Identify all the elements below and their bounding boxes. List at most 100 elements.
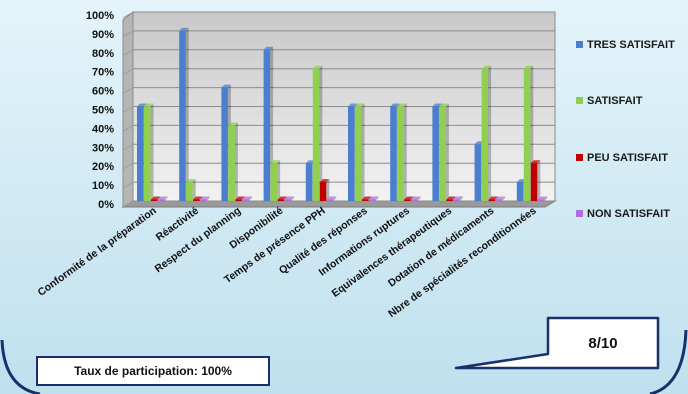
bar [193, 199, 200, 201]
bar-side [277, 160, 281, 201]
bar-top [530, 160, 541, 164]
bar [411, 199, 418, 201]
bar [326, 199, 334, 201]
gridline-side [122, 11, 134, 19]
bar-top [537, 196, 548, 200]
gridline-side [122, 162, 134, 170]
bar [362, 199, 369, 201]
bar-side [333, 196, 337, 201]
y-tick-label: 10% [92, 180, 114, 192]
bar-top [186, 179, 196, 183]
bar-top [523, 65, 534, 69]
bar [186, 182, 193, 201]
bar-top [326, 196, 337, 200]
bar [495, 199, 503, 201]
bar-top [277, 196, 288, 200]
bar [284, 199, 292, 201]
bar-top [319, 179, 330, 183]
bar-side [192, 179, 196, 201]
gridline-side [122, 200, 134, 208]
category-label: Conformité de la préparation [36, 205, 159, 299]
legend-swatch [576, 210, 583, 217]
bar-top [221, 84, 231, 88]
category-labels: Conformité de la préparationRéactivitéRe… [36, 205, 539, 320]
bar-top [355, 103, 365, 107]
bar-top [390, 103, 400, 107]
bar-top [411, 196, 421, 200]
bar [523, 68, 531, 201]
bar [516, 182, 524, 201]
bar-top [488, 196, 499, 200]
bar [312, 68, 320, 201]
bar [228, 125, 235, 201]
gridline-side [122, 49, 134, 57]
bar [144, 106, 151, 201]
bar-top [432, 103, 442, 107]
legend-label: NON SATISFAIT [587, 208, 670, 220]
y-tick-label: 90% [92, 29, 114, 41]
bar [221, 87, 228, 201]
bar [446, 199, 453, 201]
y-axis-ticks: 0% 10% 20% 30% 40% 50% 60% 70% 80% 90% 100% [86, 10, 114, 211]
bar-side [185, 27, 189, 202]
bar-side [234, 122, 238, 201]
bar [242, 199, 249, 201]
bar [439, 106, 446, 201]
bar-side [417, 196, 421, 201]
legend-swatch [576, 41, 583, 48]
legend: TRES SATISFAIT SATISFAIT PEU SATISFAIT NON … [576, 39, 675, 220]
bar-top [397, 103, 407, 107]
bar-side [488, 65, 492, 201]
y-tick-label: 60% [92, 86, 114, 98]
bar-top [270, 160, 281, 164]
bar [488, 199, 496, 201]
bar-top [404, 196, 414, 200]
bar [151, 199, 158, 201]
y-tick-label: 100% [86, 10, 114, 22]
bar-top [228, 122, 238, 126]
bar [397, 106, 404, 201]
bar [390, 106, 397, 201]
y-tick-label: 70% [92, 67, 114, 79]
gridline-side [122, 124, 134, 132]
bar-side [150, 103, 154, 201]
legend-swatch [576, 97, 583, 104]
score-callout-shape [454, 316, 660, 370]
bar-top [193, 196, 203, 200]
bar-top [200, 196, 210, 200]
bar [235, 199, 242, 201]
bar-side [502, 196, 506, 201]
bar-side [326, 179, 330, 201]
bar-top [263, 46, 274, 50]
bar [319, 182, 327, 201]
bar [530, 163, 538, 201]
bar-side [537, 160, 541, 201]
bar-side [164, 196, 168, 201]
bar-top [495, 196, 506, 200]
bar-side [544, 196, 548, 201]
bar [369, 199, 376, 201]
gridline-side [122, 87, 134, 95]
gridline-side [122, 143, 134, 151]
bar [277, 199, 285, 201]
bar-side [459, 196, 463, 201]
participation-rate-text: Taux de participation: 100% [74, 364, 232, 378]
bar [474, 144, 482, 201]
bar-top [446, 196, 456, 200]
bar-top [242, 196, 252, 200]
gridline-side [122, 181, 134, 189]
y-tick-label: 40% [92, 123, 114, 135]
bar-top [439, 103, 449, 107]
bar [270, 163, 278, 201]
bar [481, 68, 489, 201]
bar [158, 199, 165, 201]
bar-top [362, 196, 372, 200]
bar-top [312, 65, 323, 69]
bar-top [137, 103, 147, 107]
bar-top [158, 196, 168, 200]
bar-side [445, 103, 449, 201]
bar-top [144, 103, 154, 107]
bar-top [235, 196, 245, 200]
bar-top [151, 196, 161, 200]
